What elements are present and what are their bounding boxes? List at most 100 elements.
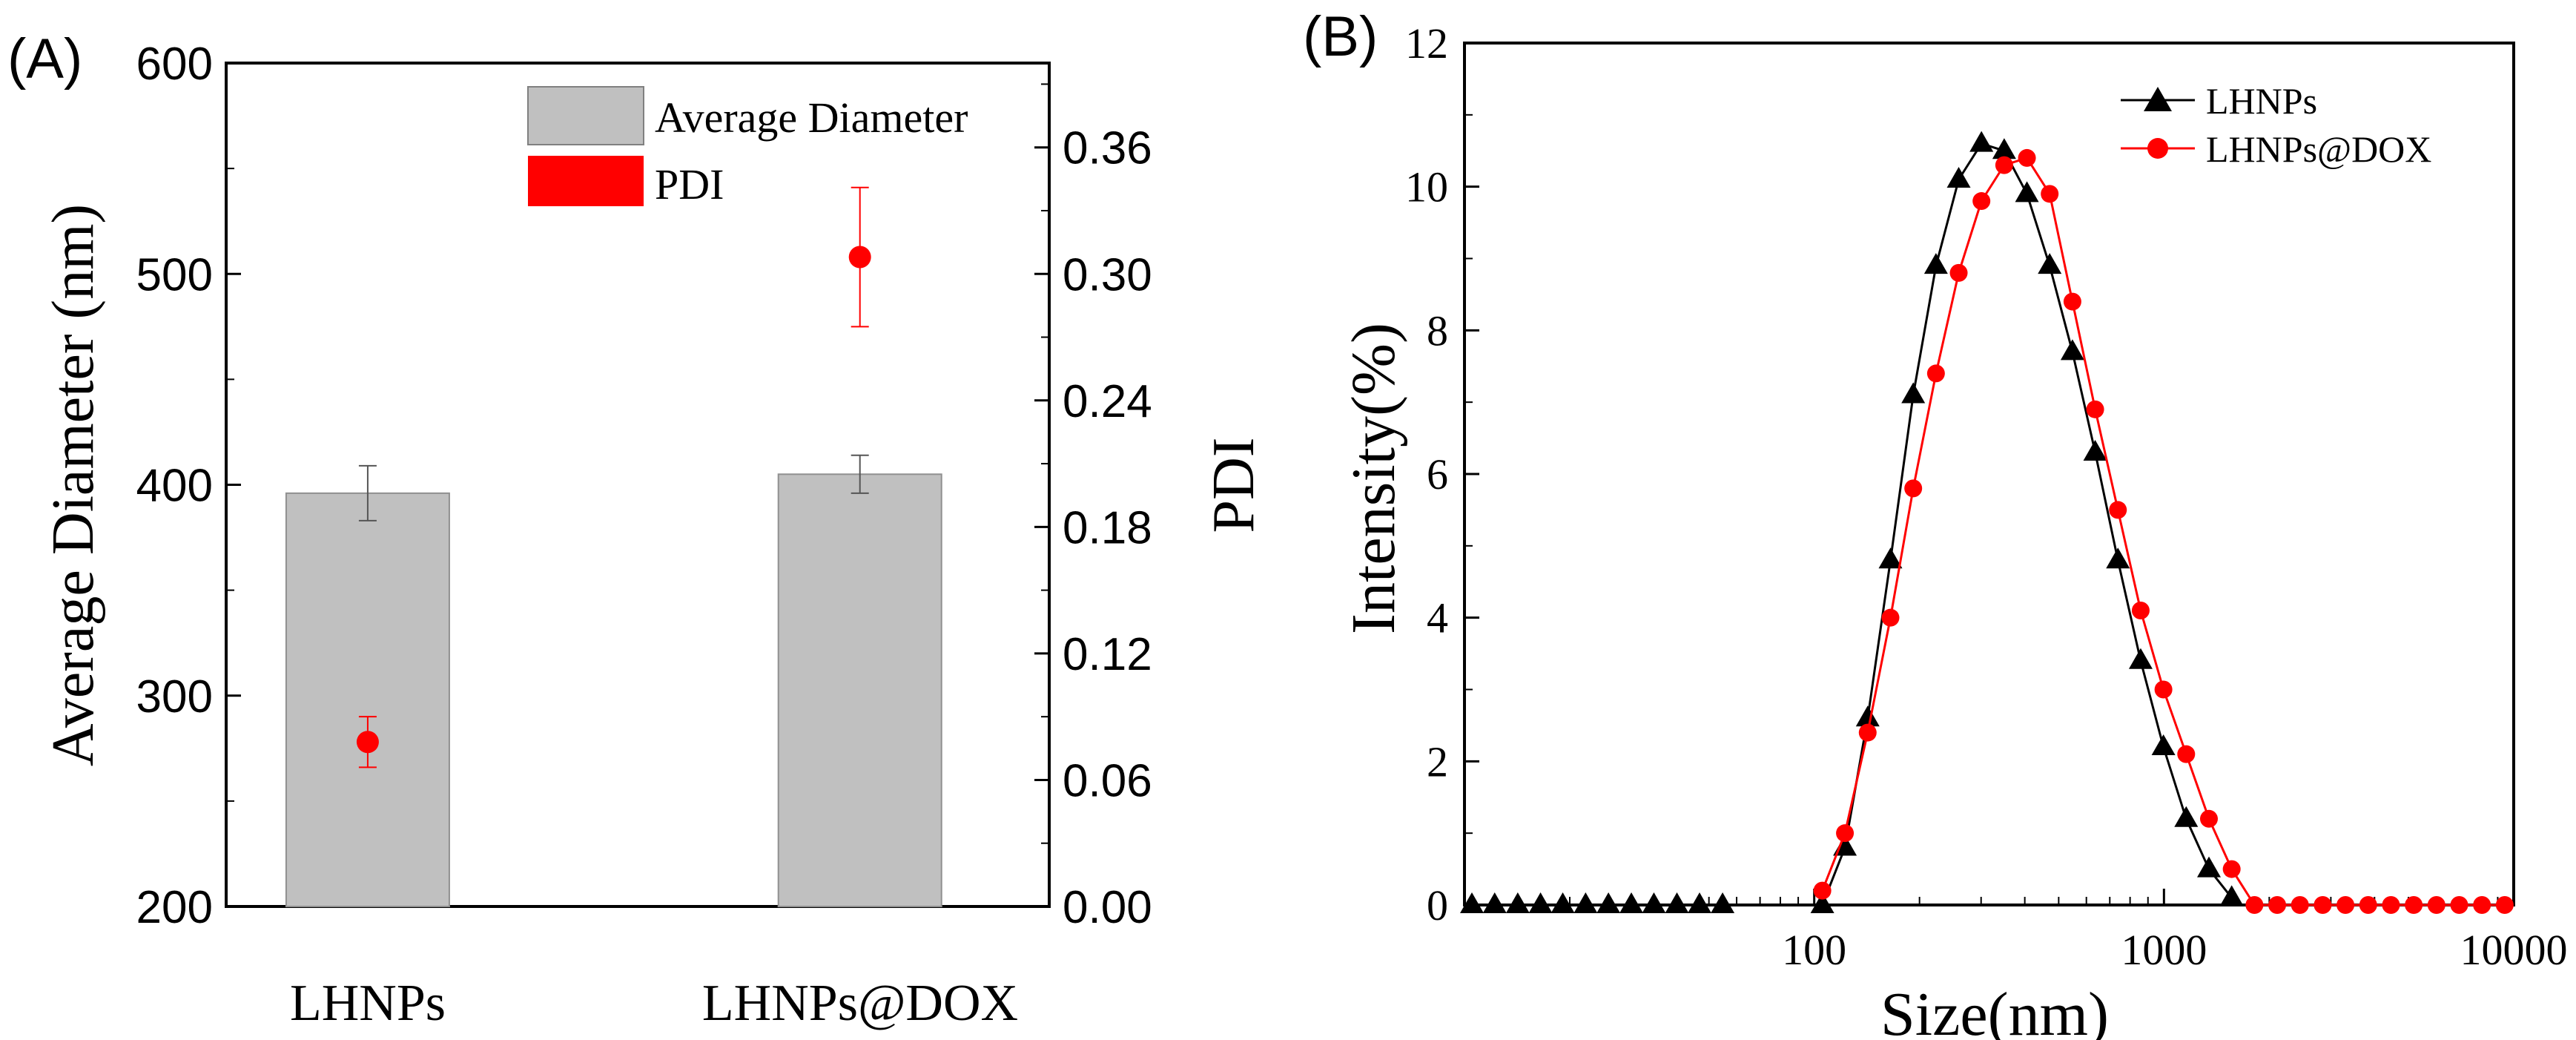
data-point-lhnps <box>1810 892 1834 913</box>
data-point-lhnps-dox <box>2268 896 2287 914</box>
y-tick-label: 300 <box>136 671 213 723</box>
bar <box>777 473 942 907</box>
panel-b-legend: LHNPs LHNPs@DOX <box>2121 80 2431 170</box>
series-line-lhnps <box>1472 142 2233 906</box>
data-point-lhnps-dox <box>1813 881 1832 900</box>
data-point-lhnps <box>2083 439 2107 461</box>
data-point-lhnps <box>1688 892 1712 913</box>
right-tick-label: 0.18 <box>1063 502 1152 553</box>
data-point-lhnps-dox <box>2336 896 2355 914</box>
x-tick-label: 1000 <box>2121 926 2207 974</box>
data-point-lhnps-dox <box>2405 896 2423 914</box>
panel-a-pdi-points <box>356 246 871 754</box>
legend-label-average-diameter: Average Diameter <box>655 93 968 142</box>
right-tick-label: 0.06 <box>1063 755 1152 806</box>
data-point-lhnps <box>1901 382 1926 404</box>
panel-a-category-label: LHNPs <box>290 975 446 1032</box>
data-point-lhnps <box>2106 547 2130 569</box>
y-tick-label: 2 <box>1427 737 1448 786</box>
pdi-point <box>848 246 871 269</box>
y-tick-label: 10 <box>1405 163 1448 211</box>
data-point-lhnps-dox <box>2359 896 2377 914</box>
data-point-lhnps-dox <box>2086 400 2104 418</box>
data-point-lhnps <box>2015 181 2039 203</box>
y-tick-label: 4 <box>1427 594 1448 642</box>
data-point-lhnps-dox <box>2427 896 2445 914</box>
data-point-lhnps-dox <box>2450 896 2468 914</box>
data-point-lhnps <box>1855 705 1880 727</box>
legend-marker-lhnps <box>2144 87 2172 111</box>
panel-b-plot-frame <box>1463 42 2515 906</box>
data-point-lhnps-dox <box>2154 680 2173 699</box>
right-tick-label: 0.12 <box>1063 629 1152 680</box>
legend-label-lhnps-dox: LHNPs@DOX <box>2206 128 2431 170</box>
data-point-lhnps <box>2174 806 2199 827</box>
data-point-lhnps-dox <box>1949 263 1968 282</box>
panel-a-right-ticks: 0.00 0.06 0.12 0.18 0.24 0.30 0.36 <box>1034 83 1152 933</box>
panel-a-left-ticks: 200 300 400 500 600 <box>136 39 241 933</box>
panel-b-x-axis-title: Size(nm) <box>1880 980 2109 1040</box>
data-point-lhnps <box>1969 131 1994 152</box>
data-point-lhnps <box>1596 892 1621 913</box>
panel-a-y-axis-title: Average Diameter (nm) <box>41 204 106 766</box>
legend-label-lhnps: LHNPs <box>2206 80 2317 122</box>
series-line-lhnps-dox <box>1821 157 2505 906</box>
data-point-lhnps-dox <box>1836 824 1855 843</box>
y-tick-label: 400 <box>136 461 213 512</box>
data-point-lhnps <box>1992 138 2016 159</box>
legend-marker-lhnps-dox <box>2147 138 2168 159</box>
data-point-lhnps <box>2128 648 2153 669</box>
right-tick-label: 0.36 <box>1063 123 1152 174</box>
legend-swatch-average-diameter <box>527 86 644 145</box>
y-tick-label: 600 <box>136 39 213 90</box>
data-point-lhnps <box>2196 856 2221 878</box>
data-point-lhnps <box>1946 166 1971 188</box>
panel-a: (A) 200 300 400 500 600 0.00 0.06 0.12 0.18 0.24… <box>7 27 1266 1032</box>
data-point-lhnps-dox <box>1858 723 1877 742</box>
data-point-lhnps <box>2151 734 2176 755</box>
data-point-lhnps-dox <box>1904 479 1923 498</box>
data-point-lhnps-dox <box>1972 192 1991 211</box>
data-point-lhnps <box>2038 253 2062 274</box>
data-point-lhnps-dox <box>2473 896 2491 914</box>
data-point-lhnps-dox <box>2041 185 2059 203</box>
data-point-lhnps <box>1459 892 1484 913</box>
x-tick-label: 10000 <box>2460 926 2568 974</box>
panel-a-legend: Average Diameter PDI <box>527 86 968 208</box>
legend-label-pdi: PDI <box>655 160 724 208</box>
y-tick-label: 0 <box>1427 881 1448 929</box>
data-point-lhnps-dox <box>1995 156 2013 174</box>
panel-b-series <box>1459 131 2514 914</box>
data-point-lhnps <box>1878 547 1903 569</box>
panel-b-x-ticks: 100 1000 10000 <box>1568 889 2568 974</box>
right-tick-label: 0.00 <box>1063 882 1152 933</box>
y-tick-label: 8 <box>1427 306 1448 355</box>
data-point-lhnps-dox <box>2291 896 2309 914</box>
data-point-lhnps <box>1482 892 1507 913</box>
data-point-lhnps <box>1923 253 1948 274</box>
data-point-lhnps <box>1665 892 1689 913</box>
panel-b-label: (B) <box>1303 5 1378 68</box>
data-point-lhnps-dox <box>2495 896 2514 914</box>
panel-a-bars <box>285 473 942 907</box>
pdi-point <box>356 731 379 754</box>
y-tick-label: 6 <box>1427 450 1448 498</box>
data-point-lhnps <box>2219 885 2244 906</box>
data-point-lhnps-dox <box>2131 601 2150 619</box>
data-point-lhnps <box>1528 892 1553 913</box>
data-point-lhnps-dox <box>2018 148 2036 167</box>
bar <box>285 492 450 907</box>
y-tick-label: 200 <box>136 882 213 933</box>
right-tick-label: 0.24 <box>1063 376 1152 427</box>
data-point-lhnps-dox <box>1926 364 1945 383</box>
x-tick-label: 100 <box>1782 926 1846 974</box>
data-point-lhnps-dox <box>2222 860 2241 878</box>
data-point-lhnps-dox <box>2109 501 2127 519</box>
data-point-lhnps-dox <box>2314 896 2332 914</box>
data-point-lhnps <box>1642 892 1666 913</box>
panel-b-y-ticks: 0 2 4 6 8 10 12 <box>1405 19 1479 929</box>
data-point-lhnps-dox <box>2199 809 2218 828</box>
data-point-lhnps <box>1550 892 1575 913</box>
data-point-lhnps-dox <box>1881 608 1900 627</box>
